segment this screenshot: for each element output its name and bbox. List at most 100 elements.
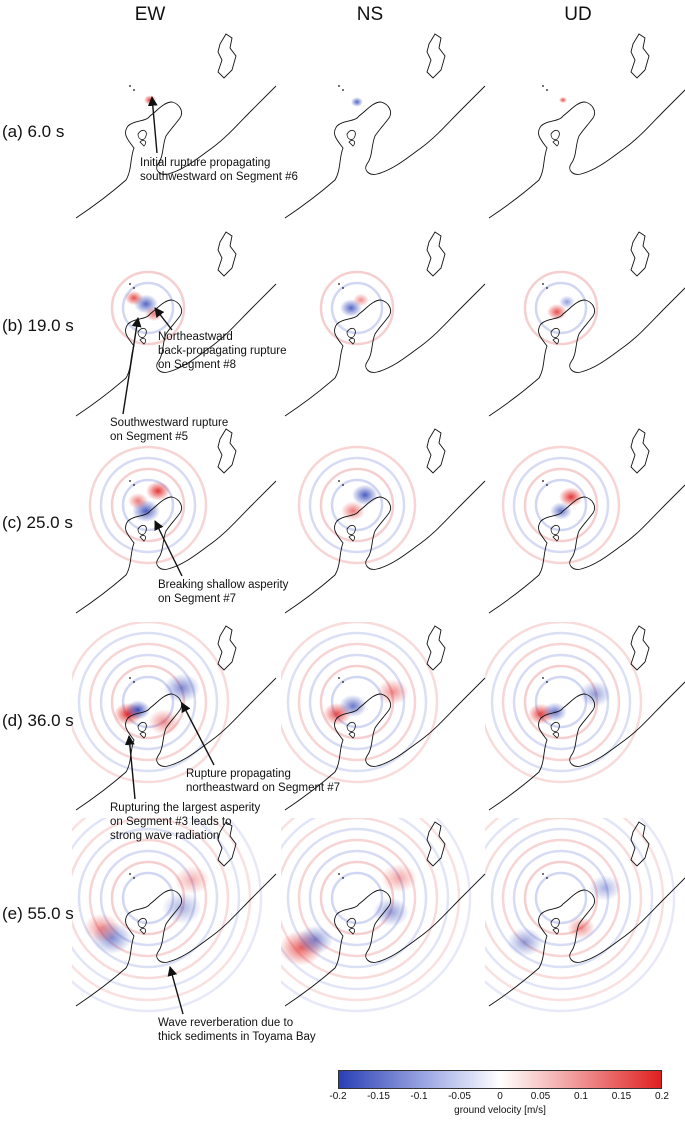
wave-ring — [281, 818, 450, 991]
coastline — [284, 283, 486, 417]
colorbar-gradient — [338, 1070, 662, 1089]
wavefield-map — [488, 428, 685, 614]
wave-ring — [308, 653, 406, 751]
wave-ring — [523, 467, 599, 543]
coastline — [488, 681, 685, 811]
wave-amplitude-blob — [84, 913, 120, 943]
coastline — [75, 480, 277, 614]
wave-ring — [88, 642, 208, 762]
coastline — [488, 877, 685, 1007]
wave-ring — [297, 838, 417, 958]
islet-dot — [546, 287, 548, 289]
row-label-c: (c) 25.0 s — [2, 513, 73, 532]
wave-amplitude-blob — [174, 865, 210, 895]
wave-ring — [501, 445, 621, 565]
sado-island-outline — [630, 625, 650, 671]
wavefield-panel-e-ew — [72, 818, 277, 1018]
bay-islets — [550, 328, 560, 345]
islet-dot — [342, 877, 344, 879]
wave-amplitude-blob — [126, 700, 150, 720]
colorbar-label: ground velocity [m/s] — [454, 1105, 546, 1116]
wave-ring — [330, 675, 384, 729]
wave-amplitude-blob — [550, 502, 572, 520]
wave-ring — [72, 818, 252, 1002]
row-label-a: (a) 6.0 s — [2, 122, 65, 141]
islet-dot — [546, 877, 548, 879]
colorbar-tick-label: 0.2 — [655, 1091, 669, 1102]
wave-ring — [99, 653, 197, 751]
wavefield-panel-e-ns — [281, 818, 486, 1018]
wave-ring — [512, 653, 610, 751]
islet-dot — [342, 681, 344, 683]
wave-ring — [485, 818, 665, 1002]
islet-dot — [133, 681, 135, 683]
wave-amplitude-blob — [507, 927, 543, 957]
sado-island-outline — [630, 821, 650, 867]
bay-islets — [346, 525, 356, 542]
annotation-b2: Southwestward rupture on Segment #5 — [110, 417, 229, 443]
wavefield-panel-a-ns — [281, 30, 486, 230]
wave-amplitude-blob — [377, 679, 409, 705]
wavefield-panel-c-ns — [281, 425, 486, 625]
islet-dot — [133, 484, 135, 486]
islet-dot — [546, 681, 548, 683]
column-header-ud: UD — [564, 4, 592, 25]
coastline — [284, 677, 486, 811]
wave-amplitude-blob — [162, 892, 202, 924]
wave-ring — [72, 622, 230, 784]
colorbar-tick-label: -0.05 — [448, 1091, 471, 1102]
wave-ring — [501, 838, 621, 958]
islet-dot — [133, 877, 135, 879]
wave-ring — [512, 456, 610, 554]
wave-amplitude-blob — [164, 673, 200, 703]
islet-dot — [342, 484, 344, 486]
wave-ring — [297, 445, 417, 565]
sado-island-outline — [426, 231, 446, 277]
wave-ring — [99, 456, 197, 554]
wave-ring — [319, 467, 395, 543]
bay-islets — [137, 525, 147, 542]
wave-amplitude-blob — [559, 96, 567, 104]
sado-island-outline — [426, 625, 446, 671]
islet-dot — [133, 89, 135, 91]
coastline — [488, 89, 685, 219]
coastline — [284, 873, 486, 1007]
sado-island-outline — [426, 428, 446, 474]
colorbar: -0.2 -0.15 -0.1 -0.05 0 0.05 0.1 0.15 0.2 ground… — [329, 1070, 669, 1116]
wavefield-map — [284, 428, 486, 614]
bay-islets — [550, 722, 560, 739]
islet-dot — [546, 89, 548, 91]
annotation-c: Breaking shallow asperity on Segment #7 — [158, 579, 289, 605]
column-header-ew: EW — [134, 4, 166, 25]
wave-amplitude-blob — [589, 875, 621, 901]
islet-dot — [129, 480, 131, 482]
wave-ring — [297, 642, 417, 762]
wave-ring — [286, 631, 428, 773]
islet-dot — [133, 287, 135, 289]
wave-ring — [77, 631, 219, 773]
wave-ring — [281, 818, 439, 980]
wave-ring — [281, 622, 439, 784]
wave-amplitude-blob — [373, 897, 409, 927]
wave-amplitude-blob — [146, 481, 170, 501]
coastline — [488, 484, 685, 614]
wave-amplitude-blob — [547, 304, 567, 320]
coastline — [75, 873, 277, 1007]
islet-dot — [542, 85, 544, 87]
wavefield-map — [75, 231, 277, 417]
bay-islets — [550, 918, 560, 935]
coastline — [284, 85, 486, 219]
bay-islets — [137, 328, 147, 345]
annotation-d2: Rupturing the largest asperity on Segmen… — [110, 802, 261, 842]
sado-island-outline — [426, 821, 446, 867]
islet-dot — [342, 89, 344, 91]
bay-islets — [346, 130, 356, 147]
sado-island-outline — [630, 428, 650, 474]
wave-ring — [330, 281, 384, 335]
sado-island-outline — [630, 231, 650, 277]
wave-amplitude-blob — [148, 709, 180, 735]
annotation-a: Initial rupture propagating southwestwar… — [140, 157, 298, 183]
islet-dot — [338, 85, 340, 87]
wavefield-panel-b-ud — [485, 228, 685, 428]
wavefield-map — [488, 231, 685, 417]
